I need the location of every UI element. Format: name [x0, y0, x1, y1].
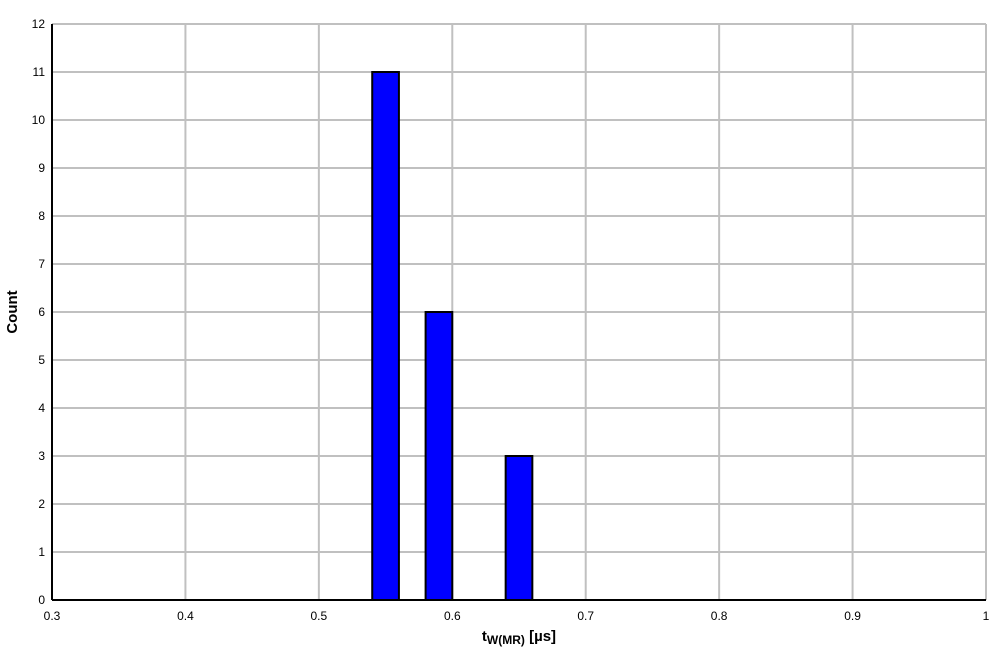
- axes: [51, 24, 986, 601]
- x-tick-label: 0.7: [577, 609, 594, 623]
- x-tick-label: 0.8: [711, 609, 728, 623]
- y-tick-label: 0: [38, 593, 45, 607]
- y-tick-label: 5: [38, 353, 45, 367]
- y-tick-label: 3: [38, 449, 45, 463]
- y-tick-label: 12: [32, 17, 46, 31]
- x-tick-labels: 0.3 0.4 0.5 0.6 0.7 0.8 0.9 1: [44, 609, 990, 623]
- x-tick-label: 0.3: [44, 609, 61, 623]
- grid: [51, 23, 987, 601]
- histogram-bar: [371, 71, 400, 601]
- y-tick-label: 4: [38, 401, 45, 415]
- y-tick-label: 2: [38, 497, 45, 511]
- x-tick-label: 0.5: [311, 609, 328, 623]
- y-tick-label: 7: [38, 257, 45, 271]
- x-tick-label: 0.4: [177, 609, 194, 623]
- y-tick-label: 10: [32, 113, 46, 127]
- histogram-bar: [424, 311, 454, 601]
- histogram-bar: [504, 455, 534, 601]
- y-tick-label: 6: [38, 305, 45, 319]
- y-tick-label: 11: [33, 65, 46, 79]
- y-tick-label: 9: [38, 161, 45, 175]
- x-tick-label: 1: [983, 609, 990, 623]
- x-axis-label: tW(MR) [µs]: [482, 628, 556, 647]
- bars: [371, 71, 534, 601]
- y-tick-label: 1: [38, 545, 45, 559]
- y-axis-label: Count: [4, 290, 21, 333]
- x-tick-label: 0.6: [444, 609, 461, 623]
- x-tick-label: 0.9: [844, 609, 861, 623]
- y-tick-label: 8: [38, 209, 45, 223]
